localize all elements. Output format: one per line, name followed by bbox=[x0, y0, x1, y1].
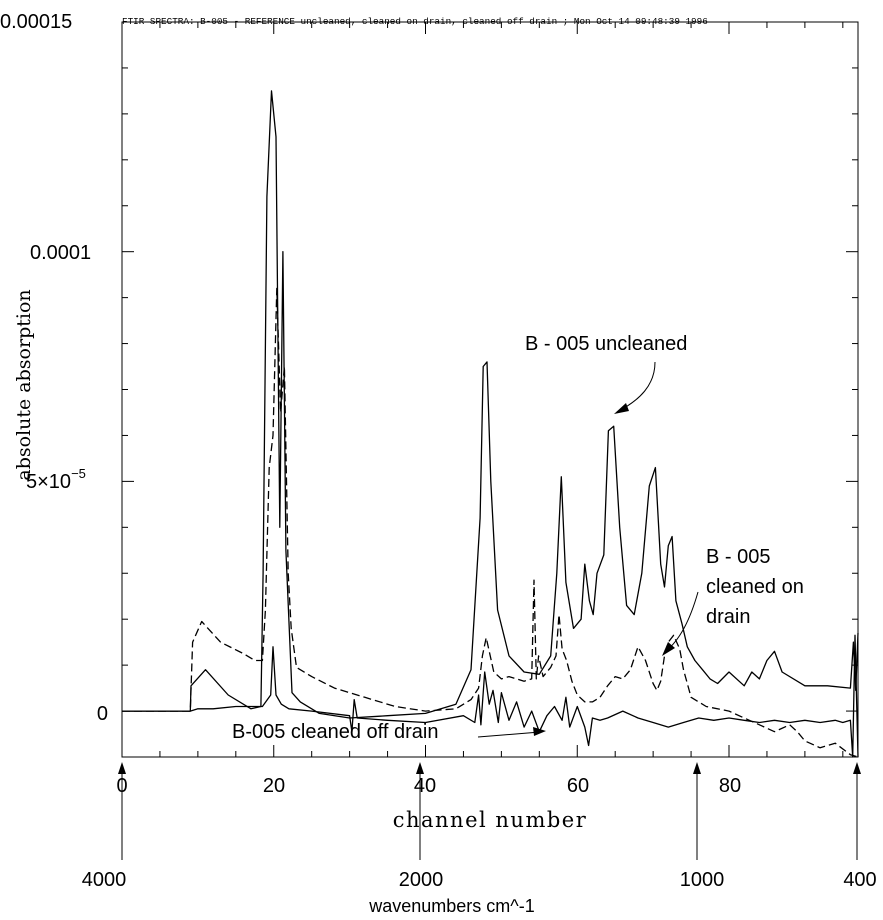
wavenumber-tick-4000: 4000 bbox=[82, 869, 127, 891]
series-group bbox=[122, 90, 859, 758]
wavenumber-axis-label: wavenumbers cm^-1 bbox=[368, 896, 535, 916]
wavenumber-tick-1000: 1000 bbox=[680, 869, 725, 891]
wavenumber-tick-400: 400 bbox=[843, 869, 876, 891]
y-tick-mantissa: 5×10 bbox=[26, 471, 71, 493]
arrowhead-1000 bbox=[693, 762, 701, 774]
arrowhead-400 bbox=[853, 762, 861, 774]
annotation-cleaned-off-arrow bbox=[477, 731, 541, 738]
y-tick-exponent: −5 bbox=[71, 466, 86, 481]
x-tick-label-40: 40 bbox=[414, 775, 436, 797]
annotation-cleaned-on-line1: B - 005 bbox=[706, 546, 770, 568]
annotation-uncleaned-arrow bbox=[616, 361, 656, 413]
series-line-1 bbox=[122, 287, 859, 758]
annotation-cleaned-on-line3: drain bbox=[706, 606, 750, 628]
x-tick-label-60: 60 bbox=[567, 775, 589, 797]
x-tick-label-20: 20 bbox=[263, 775, 285, 797]
arrowhead-2000 bbox=[416, 762, 424, 774]
annotation-cleaned-off-arrowhead bbox=[533, 727, 546, 736]
arrowhead-4000 bbox=[118, 762, 126, 774]
series-line-0 bbox=[122, 90, 859, 719]
annotation-cleaned-off: B-005 cleaned off drain bbox=[232, 721, 438, 743]
y-tick-label-0: 0 bbox=[97, 703, 108, 725]
y-tick-label-5e-5: 5×10−5 bbox=[26, 466, 86, 493]
annotation-cleaned-on-line2: cleaned on bbox=[706, 576, 804, 598]
wavenumber-tick-2000: 2000 bbox=[399, 869, 444, 891]
x-axis-label: channel number bbox=[393, 808, 588, 832]
y-tick-label-0.0001: 0.0001 bbox=[30, 242, 91, 264]
wavenumber-arrows bbox=[121, 770, 858, 860]
annotation-uncleaned-arrowhead bbox=[614, 403, 629, 414]
plot-frame bbox=[121, 21, 859, 758]
y-tick-label-0.00015: 0.00015 bbox=[0, 11, 72, 33]
x-tick-label-80: 80 bbox=[719, 775, 741, 797]
annotation-cleaned-on-arrowhead bbox=[662, 642, 675, 656]
axis-ticks bbox=[121, 21, 858, 758]
annotation-uncleaned: B - 005 uncleaned bbox=[525, 333, 687, 355]
wavenumber-arrowheads bbox=[118, 762, 861, 774]
y-axis-label: absolute absorption bbox=[13, 289, 35, 480]
